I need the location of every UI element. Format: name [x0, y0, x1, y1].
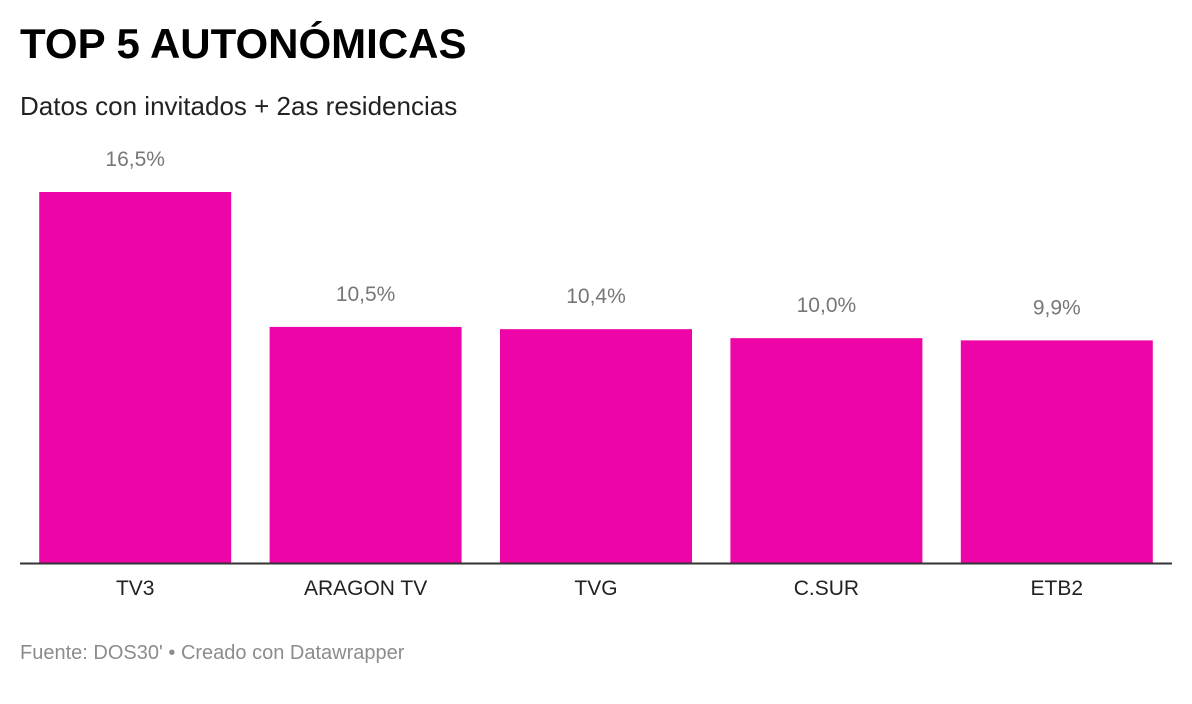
category-label: ARAGON TV	[304, 577, 427, 600]
value-label: 10,0%	[797, 294, 857, 317]
chart-subtitle: Datos con invitados + 2as residencias	[20, 91, 458, 121]
bar-aragon-tv	[269, 326, 462, 563]
category-label: TVG	[574, 577, 617, 600]
category-label: TV3	[116, 577, 155, 600]
bar-tv3	[39, 192, 232, 563]
chart-title: TOP 5 AUTONÓMICAS	[20, 20, 467, 67]
bar-c-sur	[730, 338, 923, 563]
category-label: C.SUR	[794, 577, 859, 600]
bar-etb2	[960, 340, 1153, 563]
bar-tvg	[500, 329, 692, 563]
value-label: 9,9%	[1033, 296, 1081, 319]
credit-note: Creado con Datawrapper	[180, 642, 405, 664]
value-label: 16,5%	[105, 148, 165, 171]
value-label: 10,4%	[566, 285, 626, 308]
footer-separator: •	[168, 642, 176, 664]
bar-chart: 16,5% TV3 10,5% ARAGON TV 10,4% TVG 10,0% C.SUR…	[20, 148, 1172, 600]
category-label: ETB2	[1031, 577, 1084, 600]
source-note: Fuente: DOS30'	[20, 642, 163, 664]
chart-footer: Fuente: DOS30' • Creado con Datawrapper	[20, 642, 404, 665]
value-label: 10,5%	[336, 283, 396, 306]
